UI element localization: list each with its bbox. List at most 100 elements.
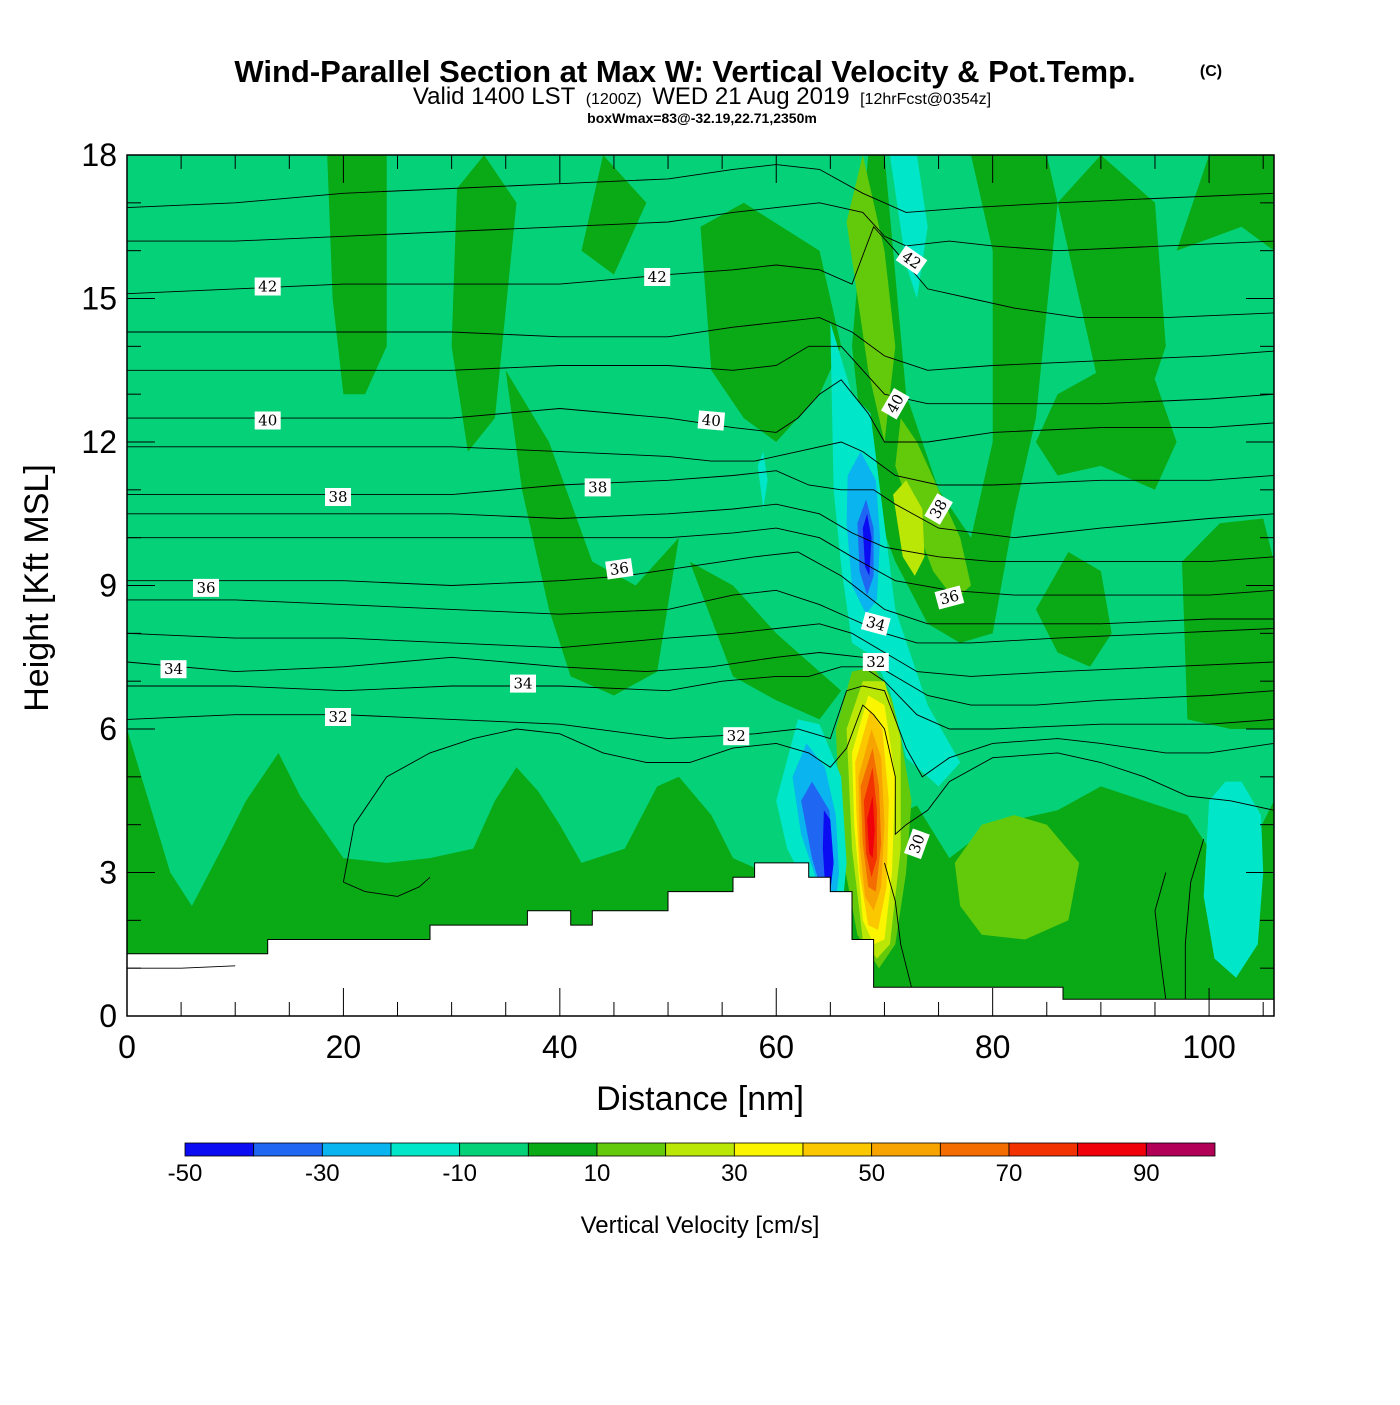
y-tick-label: 0 [99,998,117,1034]
isentrope-0 [343,876,431,897]
colorbar-tick-label: 30 [721,1160,748,1187]
contour-label-7: 38 [584,478,611,497]
colorbar-swatch [939,1142,1010,1157]
contour-label-12: 34 [160,660,187,679]
y-tick-label: 12 [81,424,117,460]
contour-label-box [193,578,219,597]
x-tick-label: 80 [975,1029,1011,1065]
terrain-profile [127,862,1274,1016]
contour-label-box [860,611,891,636]
contour-label-10: 36 [605,558,634,580]
velocity-region-11 [1182,518,1274,729]
contour-label-16: 32 [723,727,750,746]
velocity-region-2 [581,155,647,275]
contour-label-1: 42 [644,268,671,286]
colorbar-tick-label: 70 [996,1160,1023,1187]
contour-label-box [934,585,965,610]
contour-label-box [881,387,910,420]
contour-label-text: 36 [609,559,630,579]
contour-label-box [510,674,536,693]
colorbar-swatch [665,1142,735,1157]
colorbar-tick-label: -50 [168,1160,203,1187]
colorbar-tick-label: -30 [305,1160,340,1187]
contour-label-text: 38 [588,478,607,496]
colorbar-swatch [527,1142,598,1157]
velocity-region-7 [1057,155,1166,442]
isentrope-19 [127,225,1274,319]
contour-label-14: 34 [860,611,891,636]
contour-label-text: 34 [864,613,887,635]
colorbar-title: Vertical Velocity [cm/s] [581,1212,820,1239]
contour-label-box [862,653,889,671]
colorbar-swatch [802,1142,873,1157]
colorbar-swatch [321,1142,392,1157]
contour-label-9: 36 [193,578,219,597]
y-tick-label: 3 [99,855,117,891]
contour-label-text: 40 [701,411,722,431]
contour-label-box [254,277,281,296]
x-tick-label: 0 [118,1029,136,1065]
box-wmax-info: boxWmax=83@-32.19,22.71,2350m [587,110,817,126]
chart-subtitle: Valid 1400 LST (1200Z) WED 21 Aug 2019 [… [413,83,991,110]
isentrope-3 [884,862,912,988]
velocity-region-15 [954,815,1080,940]
velocity-region-5 [689,561,842,720]
colorbar-tick-label: 90 [1133,1160,1160,1187]
contour-label-3: 40 [254,411,281,430]
isentrope-1 [127,965,236,969]
isentrope-14 [127,470,1274,539]
isentrope-17 [127,345,1274,405]
isentrope-20 [127,202,1274,252]
x-tick-label: 60 [758,1029,794,1065]
contour-label-text: 42 [258,278,277,296]
contour-label-text: 32 [727,727,746,745]
isentrope-15 [127,441,1274,486]
isentrope-4 [1154,872,1167,1000]
colorbar: -50 -30 -10 10 30 50 70 90 [168,1142,1216,1187]
y-tick-label: 9 [99,568,117,604]
contour-label-17: 32 [862,653,889,671]
velocity-region-8 [1176,155,1274,251]
isentrope-13 [127,503,1274,563]
contour-label-11: 36 [934,585,965,610]
velocity-region-24 [867,796,875,859]
contour-label-4: 40 [697,410,726,431]
potential-temperature-contours [127,164,1274,1000]
contour-label-text: 34 [513,675,532,693]
velocity-region-0 [327,155,387,395]
colorbar-tick-label: 50 [858,1160,885,1187]
velocity-region-4 [700,202,842,442]
velocity-region-9 [1035,370,1177,490]
velocity-region-35 [862,513,872,576]
colorbar-swatch [1008,1142,1079,1157]
y-tick-label: 18 [81,137,117,173]
contour-label-box [697,410,726,431]
contour-label-18: 30 [903,828,930,860]
colorbar-swatch [596,1142,667,1157]
velocity-region-3 [505,370,679,696]
isentrope-6 [127,685,1274,778]
contour-label-text: 32 [866,653,885,671]
y-axis-label: Height [Kft MSL] [18,464,56,712]
isentrope-2 [342,704,1274,883]
isentrope-9 [127,623,1274,677]
colorbar-swatch [871,1142,941,1157]
contour-label-box [895,245,928,276]
contour-label-box [924,493,953,525]
y-tick-label: 15 [81,281,117,317]
colorbar-swatch [459,1142,529,1157]
isentrope-11 [127,551,1274,625]
subtitle-forecast: [12hrFcst@0354z] [860,91,991,108]
isentrope-12 [127,527,1274,596]
terrain-mask [127,862,1274,1016]
contour-label-text: 30 [905,832,928,856]
contour-label-text: 38 [328,488,347,506]
colorbar-swatch [390,1142,461,1157]
velocity-region-29 [1203,781,1264,978]
colorbar-swatch [1077,1142,1147,1157]
copyright-mark: (C) [1200,63,1222,80]
contour-label-box [254,411,281,430]
